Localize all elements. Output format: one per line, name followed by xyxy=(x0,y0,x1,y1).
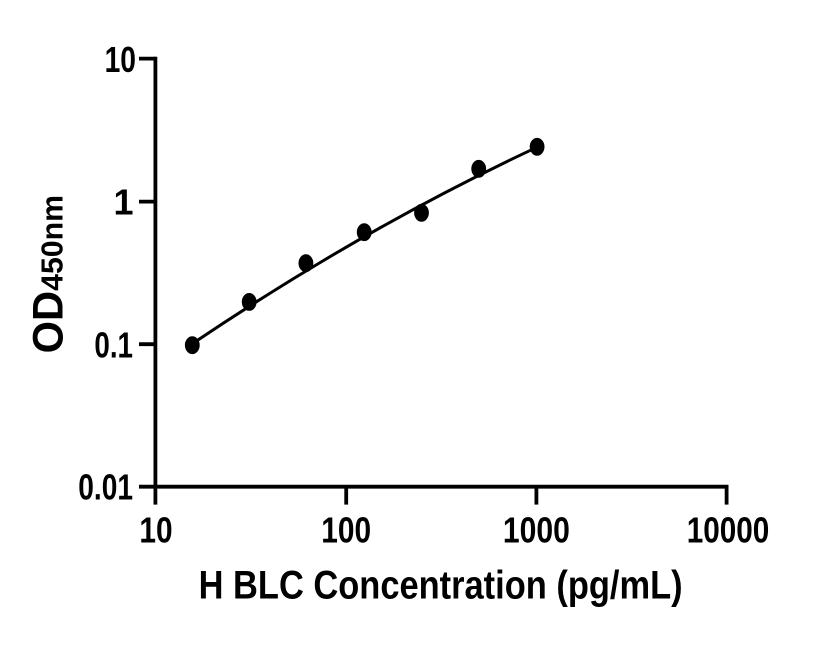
svg-text:0.01: 0.01 xyxy=(78,467,133,508)
svg-text:10: 10 xyxy=(105,39,136,80)
svg-text:100: 100 xyxy=(321,509,371,550)
svg-text:1: 1 xyxy=(113,182,133,223)
svg-text:0.1: 0.1 xyxy=(94,324,133,365)
svg-text:10: 10 xyxy=(139,509,172,550)
svg-text:H BLC Concentration (pg/mL): H BLC Concentration (pg/mL) xyxy=(199,564,683,608)
svg-text:OD450nm: OD450nm xyxy=(24,195,72,354)
svg-text:1000: 1000 xyxy=(503,509,570,550)
svg-text:10000: 10000 xyxy=(687,509,770,550)
